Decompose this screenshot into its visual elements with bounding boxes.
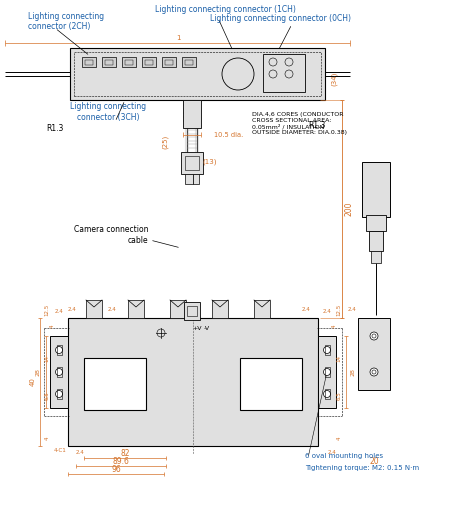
Text: 2.4: 2.4	[322, 309, 331, 313]
Bar	[50, 336, 68, 408]
Bar	[85, 60, 93, 65]
Text: DIA.4,6 CORES (CONDUCTOR
CROSS SECTIONAL AREA:
0.05mm² / INSULATION
OUTSIDE DIAM: DIA.4,6 CORES (CONDUCTOR CROSS SECTIONAL…	[252, 112, 347, 135]
Bar	[142, 57, 156, 67]
Bar	[74, 52, 321, 96]
Bar	[185, 156, 199, 170]
Bar	[366, 215, 386, 231]
Text: 2.4: 2.4	[302, 307, 310, 311]
Bar	[362, 162, 390, 217]
Circle shape	[323, 391, 330, 397]
Text: 12.5: 12.5	[336, 304, 341, 316]
Text: 89.6: 89.6	[112, 456, 129, 466]
Text: 6.5: 6.5	[336, 392, 341, 400]
Bar	[324, 389, 329, 399]
Bar	[240, 358, 302, 410]
Text: 12.5: 12.5	[44, 304, 49, 316]
Text: Lighting connecting connector (0CH): Lighting connecting connector (0CH)	[209, 14, 351, 23]
Text: 2.4: 2.4	[108, 307, 116, 311]
Bar	[182, 57, 196, 67]
Text: 4: 4	[336, 436, 341, 440]
Circle shape	[370, 368, 378, 376]
Polygon shape	[128, 300, 144, 318]
Bar	[263, 54, 305, 92]
Text: 2.4: 2.4	[347, 307, 356, 311]
Text: 6.5: 6.5	[44, 392, 49, 400]
Bar	[185, 60, 193, 65]
Text: Lighting connecting
connector (3CH): Lighting connecting connector (3CH)	[70, 102, 146, 122]
Bar	[56, 367, 61, 377]
Bar	[56, 345, 61, 355]
Circle shape	[370, 332, 378, 340]
Text: 2.4: 2.4	[67, 307, 76, 311]
Bar	[82, 57, 96, 67]
Text: 82: 82	[120, 449, 130, 457]
Bar	[318, 336, 336, 408]
Bar	[184, 302, 200, 320]
Polygon shape	[170, 300, 186, 318]
Polygon shape	[254, 300, 270, 318]
Text: 6 oval mounting holes: 6 oval mounting holes	[305, 453, 383, 459]
Bar	[122, 57, 136, 67]
Text: 2.4: 2.4	[55, 309, 63, 313]
Bar	[125, 60, 133, 65]
Bar	[369, 231, 383, 251]
Text: 10.5 dia.: 10.5 dia.	[214, 132, 243, 138]
Text: R1.3: R1.3	[308, 121, 325, 130]
Text: R1.3: R1.3	[46, 123, 64, 133]
Bar	[183, 100, 201, 128]
Bar	[84, 358, 146, 410]
Circle shape	[55, 347, 62, 353]
Polygon shape	[212, 300, 228, 318]
Text: 20: 20	[369, 456, 379, 466]
Circle shape	[55, 391, 62, 397]
Text: Camera connection
cable: Camera connection cable	[73, 225, 148, 244]
Text: Tightening torque: M2: 0.15 N·m: Tightening torque: M2: 0.15 N·m	[305, 465, 419, 471]
Text: Lighting connecting connector (1CH): Lighting connecting connector (1CH)	[155, 5, 295, 14]
Text: 2.4: 2.4	[76, 450, 85, 454]
Text: -V: -V	[204, 325, 210, 330]
Bar	[145, 60, 153, 65]
Bar	[105, 60, 113, 65]
Bar	[324, 345, 329, 355]
Bar	[358, 318, 390, 390]
Text: 28: 28	[351, 368, 355, 376]
Circle shape	[233, 69, 243, 79]
Bar	[68, 318, 318, 446]
Text: +V: +V	[192, 325, 202, 330]
Bar	[371, 251, 381, 263]
Bar	[324, 367, 329, 377]
Text: Lighting connecting
connector (2CH): Lighting connecting connector (2CH)	[28, 12, 104, 32]
Text: 200: 200	[345, 202, 353, 216]
Text: 4: 4	[332, 324, 336, 328]
Polygon shape	[86, 300, 102, 318]
Bar	[56, 389, 61, 399]
Bar	[102, 57, 116, 67]
Circle shape	[323, 347, 330, 353]
Text: 4: 4	[44, 436, 49, 440]
Text: 28: 28	[36, 368, 41, 376]
Text: (25): (25)	[162, 135, 168, 149]
Circle shape	[55, 368, 62, 376]
Bar	[181, 152, 203, 174]
Text: 4: 4	[49, 324, 55, 328]
Bar	[185, 174, 193, 184]
Bar	[70, 48, 325, 100]
Text: (13): (13)	[203, 159, 217, 165]
Text: (34): (34)	[331, 72, 337, 86]
Text: 14: 14	[336, 354, 341, 362]
Text: 2.4: 2.4	[328, 450, 336, 454]
Bar	[193, 174, 199, 184]
Text: 1: 1	[176, 35, 180, 41]
Circle shape	[323, 368, 330, 376]
Text: 14: 14	[44, 354, 49, 362]
Text: 40: 40	[30, 378, 36, 386]
Bar	[162, 57, 176, 67]
Bar	[187, 306, 197, 316]
Circle shape	[222, 58, 254, 90]
Bar	[165, 60, 173, 65]
Text: 96: 96	[111, 465, 121, 473]
Text: 4-C1: 4-C1	[54, 449, 67, 453]
